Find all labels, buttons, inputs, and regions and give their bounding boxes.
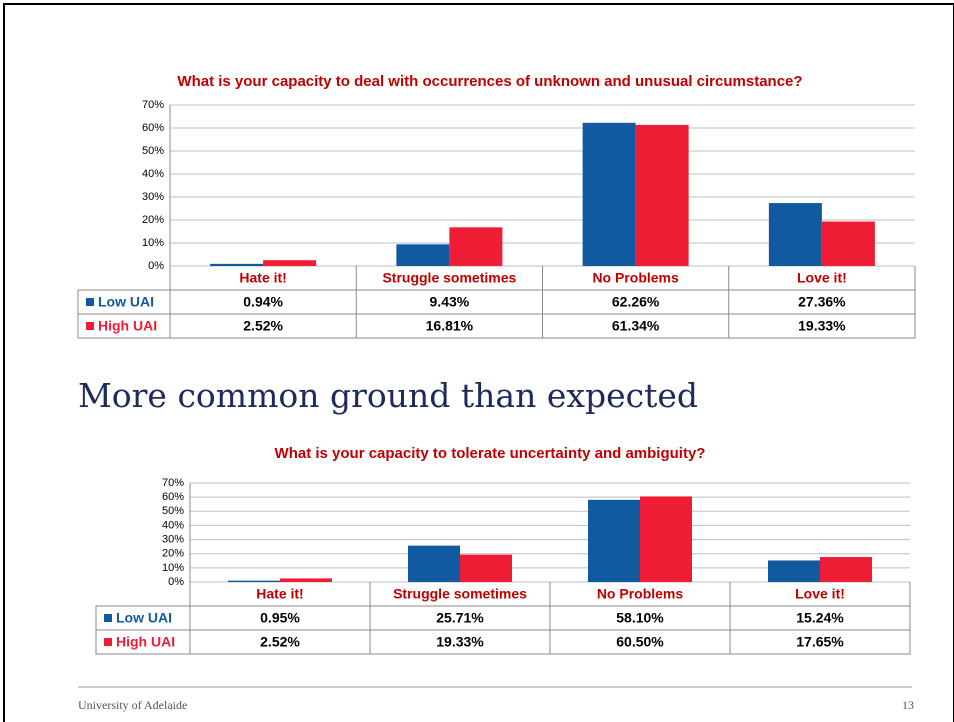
y-tick-label: 70% <box>142 99 164 111</box>
legend-swatch <box>104 614 112 622</box>
bar <box>768 203 822 266</box>
y-tick-label: 20% <box>142 214 164 226</box>
y-tick-label: 60% <box>142 122 164 134</box>
data-label: 17.65% <box>796 634 844 650</box>
y-tick-label: 0% <box>168 576 184 588</box>
data-label: 0.95% <box>260 610 300 626</box>
data-label: 19.33% <box>798 318 846 334</box>
y-tick-label: 40% <box>162 519 184 531</box>
y-tick-label: 50% <box>162 505 184 517</box>
legend-swatch <box>86 298 94 306</box>
bar <box>396 244 450 266</box>
legend-swatch <box>86 322 94 330</box>
category-label: No Problems <box>592 270 679 286</box>
bar <box>820 557 872 582</box>
legend-swatch <box>104 638 112 646</box>
data-label: 2.52% <box>260 634 300 650</box>
data-label: 15.24% <box>796 610 844 626</box>
y-tick-label: 10% <box>162 562 184 574</box>
bar <box>640 496 692 582</box>
slide-frame <box>3 3 954 722</box>
legend-label: High UAI <box>116 634 175 650</box>
data-label: 0.94% <box>243 294 283 310</box>
data-label: 60.50% <box>616 634 664 650</box>
bar <box>460 554 512 582</box>
bar <box>821 221 875 266</box>
y-tick-label: 40% <box>142 168 164 180</box>
bar <box>449 227 503 266</box>
data-label: 25.71% <box>436 610 484 626</box>
bar <box>280 578 332 582</box>
legend-label: Low UAI <box>98 294 154 310</box>
y-tick-label: 10% <box>142 237 164 249</box>
y-tick-label: 30% <box>162 533 184 545</box>
bar <box>210 263 264 266</box>
bar <box>228 580 280 582</box>
data-label: 58.10% <box>616 610 664 626</box>
footer-source: University of Adelaide <box>78 698 188 712</box>
category-label: Struggle sometimes <box>382 270 516 286</box>
y-tick-label: 60% <box>162 491 184 503</box>
category-label: No Problems <box>597 586 684 602</box>
y-tick-label: 30% <box>142 191 164 203</box>
bar <box>588 499 640 582</box>
data-label: 61.34% <box>612 318 660 334</box>
data-label: 19.33% <box>436 634 484 650</box>
page-number: 13 <box>902 698 914 712</box>
category-label: Love it! <box>795 586 845 602</box>
data-label: 16.81% <box>426 318 474 334</box>
y-tick-label: 50% <box>142 145 164 157</box>
category-label: Struggle sometimes <box>393 586 527 602</box>
y-tick-label: 70% <box>162 477 184 489</box>
y-tick-label: 0% <box>148 260 164 272</box>
chart-title: What is your capacity to deal with occur… <box>177 73 803 90</box>
legend-label: High UAI <box>98 318 157 334</box>
data-label: 2.52% <box>243 318 283 334</box>
y-tick-label: 20% <box>162 548 184 560</box>
bar <box>635 124 689 266</box>
bar <box>582 122 636 266</box>
data-label: 62.26% <box>612 294 660 310</box>
bar <box>263 260 317 266</box>
data-label: 9.43% <box>430 294 470 310</box>
bar <box>408 545 460 582</box>
bar <box>768 560 820 582</box>
legend-label: Low UAI <box>116 610 172 626</box>
category-label: Love it! <box>797 270 847 286</box>
slide-title: More common ground than expected <box>78 376 699 415</box>
chart-title: What is your capacity to tolerate uncert… <box>274 445 706 462</box>
category-label: Hate it! <box>256 586 303 602</box>
category-label: Hate it! <box>239 270 286 286</box>
data-label: 27.36% <box>798 294 846 310</box>
